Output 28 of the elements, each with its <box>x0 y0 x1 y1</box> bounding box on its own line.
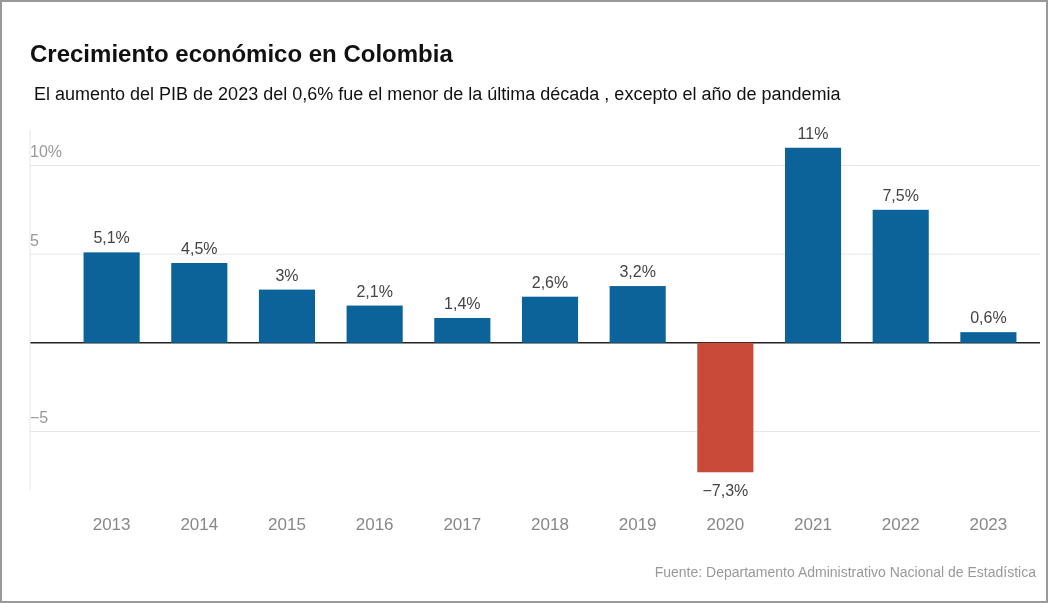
data-label: 2,6% <box>531 273 569 291</box>
y-tick-label: 5 <box>30 232 39 250</box>
x-tick-label: 2018 <box>531 515 569 534</box>
x-tick-label: 2013 <box>92 515 131 534</box>
x-tick-label: 2016 <box>355 515 394 534</box>
data-label: 5,1% <box>93 229 130 247</box>
x-tick-label: 2020 <box>706 515 745 534</box>
y-tick-label: −5 <box>30 409 49 427</box>
source-note: Fuente: Departamento Administrativo Nacional de Estadística <box>654 564 1037 580</box>
data-label: 1,4% <box>444 294 481 312</box>
x-tick-label: 2014 <box>180 515 219 534</box>
data-label: 11% <box>797 124 829 142</box>
x-tick-label: 2022 <box>881 515 920 534</box>
data-label: 0,6% <box>970 309 1007 327</box>
y-tick-label: 10% <box>30 143 63 161</box>
x-tick-label: 2021 <box>794 515 832 534</box>
data-label: 4,5% <box>181 240 218 257</box>
x-tick-label: 2023 <box>969 515 1008 534</box>
data-label: 7,5% <box>882 186 919 204</box>
data-label: 3,2% <box>619 263 656 281</box>
data-label: 2,1% <box>356 282 393 300</box>
data-label: 3% <box>275 266 299 284</box>
x-tick-label: 2017 <box>443 515 482 534</box>
data-label: −7,3% <box>702 482 749 500</box>
chart-subtitle: El aumento del PIB de 2023 del 0,6% fue el menor de la última década , excepto el año de pandemia <box>34 84 842 104</box>
x-tick-label: 2019 <box>618 515 657 534</box>
x-tick-label: 2015 <box>268 515 306 534</box>
chart-title: Crecimiento económico en Colombia <box>30 40 454 67</box>
